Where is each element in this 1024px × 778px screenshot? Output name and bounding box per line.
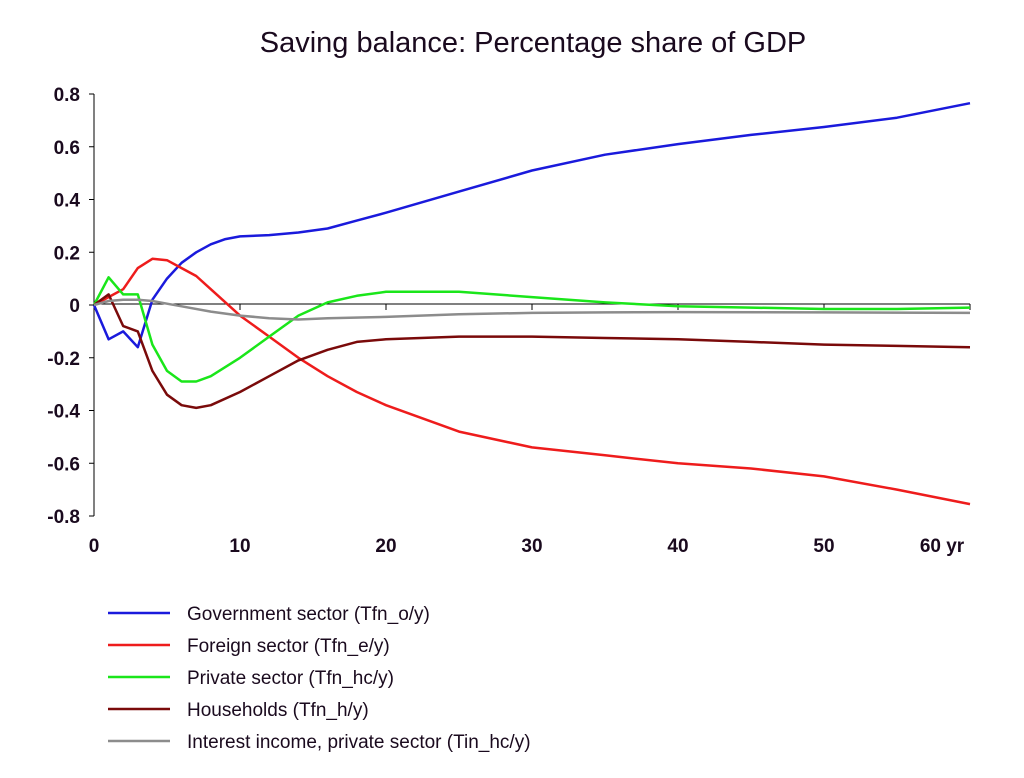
- y-tick-label: -0.8: [47, 507, 80, 528]
- y-tick-label: -0.4: [47, 402, 80, 423]
- y-tick-label: 0.6: [54, 138, 80, 159]
- legend-label: Interest income, private sector (Tin_hc/…: [187, 732, 531, 753]
- series-line: [93, 257, 971, 506]
- legend-label: Foreign sector (Tfn_e/y): [187, 636, 390, 657]
- y-tick-label: -0.6: [47, 454, 80, 475]
- series-line: [93, 293, 971, 410]
- legend-label: Government sector (Tfn_o/y): [187, 604, 430, 625]
- chart-title: Saving balance: Percentage share of GDP: [260, 27, 807, 59]
- x-tick-label: 20: [375, 536, 396, 557]
- y-tick-label: -0.2: [47, 349, 80, 370]
- x-tick-label: 60 yr: [920, 536, 965, 557]
- legend-label: Private sector (Tfn_hc/y): [187, 668, 394, 689]
- y-tick-label: 0.8: [54, 85, 80, 106]
- legend-label: Households (Tfn_h/y): [187, 700, 369, 721]
- series-line: [92, 101, 971, 349]
- series-lines: [92, 101, 971, 506]
- y-tick-label: 0.4: [54, 191, 81, 212]
- y-tick-label: 0: [69, 296, 80, 317]
- x-tick-label: 30: [521, 536, 542, 557]
- x-tick-label: 10: [229, 536, 250, 557]
- x-tick-label: 50: [813, 536, 834, 557]
- legend: Government sector (Tfn_o/y) Foreign secto…: [108, 604, 531, 753]
- series-line: [92, 276, 971, 383]
- series-line: [93, 298, 971, 321]
- y-tick-label: 0.2: [54, 243, 80, 264]
- x-tick-label: 40: [667, 536, 688, 557]
- x-tick-label: 0: [89, 536, 100, 557]
- axis-ticks: 0.8 0.6 0.4 0.2 0 -0.2 -0.4 -0.6 -0.8 0 10 20 30 40 50…: [47, 85, 971, 557]
